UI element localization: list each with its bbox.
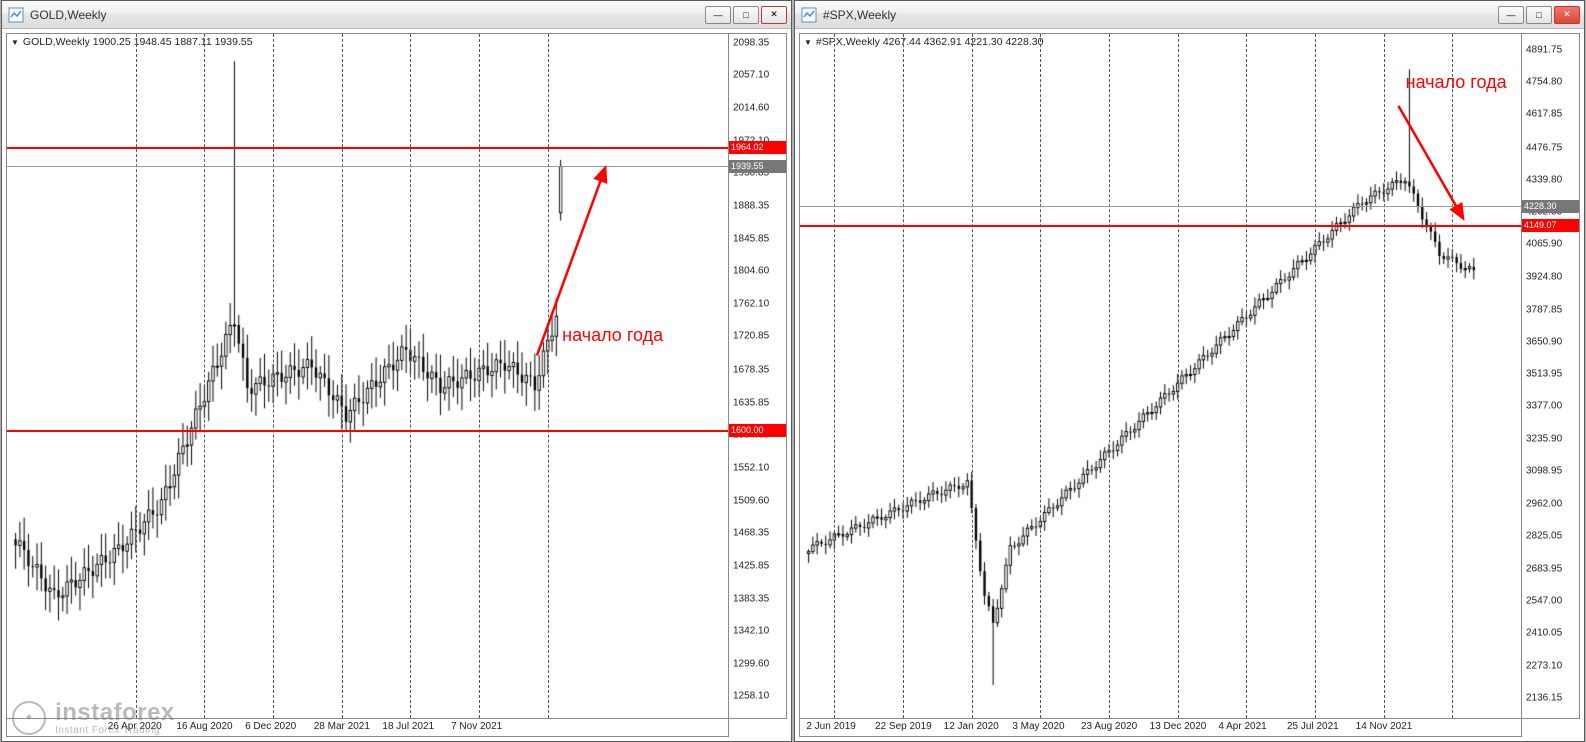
y-tick-label: 3513.95	[1526, 368, 1562, 379]
close-button[interactable]: ✕	[1554, 6, 1580, 24]
spx-window-buttons: — □ ✕	[1498, 6, 1580, 24]
price-label-box: 4149.07	[1522, 219, 1579, 232]
y-tick-label: 3098.95	[1526, 466, 1562, 477]
x-tick-label: 16 Aug 2020	[176, 721, 232, 732]
price-label-box: 1600.00	[729, 424, 786, 437]
y-tick-label: 2136.15	[1526, 692, 1562, 703]
gold-titlebar[interactable]: GOLD,Weekly — □ ✕	[2, 1, 791, 29]
y-tick-label: 2825.05	[1526, 530, 1562, 541]
x-tick-label: 25 Jul 2021	[1287, 721, 1339, 732]
y-tick-label: 2683.95	[1526, 563, 1562, 574]
y-tick-label: 3377.00	[1526, 401, 1562, 412]
close-button[interactable]: ✕	[761, 6, 787, 24]
y-tick-label: 4065.90	[1526, 239, 1562, 250]
spx-title-text: #SPX,Weekly	[823, 8, 1498, 22]
y-tick-label: 3787.85	[1526, 304, 1562, 315]
gold-title-text: GOLD,Weekly	[30, 8, 705, 22]
x-tick-label: 28 Mar 2021	[314, 721, 370, 732]
y-tick-label: 2547.00	[1526, 596, 1562, 607]
x-tick-label: 23 Aug 2020	[1081, 721, 1137, 732]
y-tick-label: 2057.10	[733, 70, 769, 81]
gold-chart-area: ▼ GOLD,Weekly 1900.25 1948.45 1887.11 19…	[2, 29, 791, 741]
y-tick-label: 4339.80	[1526, 174, 1562, 185]
minimize-button[interactable]: —	[1498, 6, 1524, 24]
x-tick-label: 18 Jul 2021	[382, 721, 434, 732]
x-tick-label: 3 May 2020	[1012, 721, 1064, 732]
x-tick-label: 7 Nov 2021	[451, 721, 502, 732]
maximize-button[interactable]: □	[1526, 6, 1552, 24]
x-tick-label: 22 Sep 2019	[875, 721, 932, 732]
spx-x-axis: 2 Jun 2019 22 Sep 2019 12 Jan 2020 3 May 20…	[799, 719, 1522, 737]
y-tick-label: 1720.85	[733, 331, 769, 342]
x-tick-label: 4 Apr 2021	[1218, 721, 1266, 732]
spx-plot[interactable]: ▼ #SPX,Weekly 4267.44 4362.91 4221.30 42…	[799, 33, 1522, 719]
y-tick-label: 1552.10	[733, 462, 769, 473]
x-tick-label: 26 Apr 2020	[108, 721, 162, 732]
price-label-box: 1939.55	[729, 160, 786, 173]
spx-chart-area: ▼ #SPX,Weekly 4267.44 4362.91 4221.30 42…	[795, 29, 1584, 741]
minimize-button[interactable]: —	[705, 6, 731, 24]
y-tick-label: 1804.60	[733, 266, 769, 277]
price-label-box: 1964.02	[729, 141, 786, 154]
price-label-box: 4228.30	[1522, 200, 1579, 213]
trend-arrow-icon	[7, 34, 728, 718]
y-tick-label: 1299.60	[733, 658, 769, 669]
y-tick-label: 1678.35	[733, 364, 769, 375]
y-tick-label: 1258.10	[733, 691, 769, 702]
y-tick-label: 3650.90	[1526, 336, 1562, 347]
y-tick-label: 1845.85	[733, 234, 769, 245]
y-tick-label: 4476.75	[1526, 142, 1562, 153]
trend-arrow-icon	[800, 34, 1521, 718]
spx-window: #SPX,Weekly — □ ✕ ▼ #SPX,Weekly 4267.44 …	[794, 0, 1585, 742]
y-tick-label: 4891.75	[1526, 45, 1562, 56]
gold-window: GOLD,Weekly — □ ✕ ▼ GOLD,Weekly 1900.25 …	[1, 0, 792, 742]
maximize-button[interactable]: □	[733, 6, 759, 24]
y-tick-label: 1425.85	[733, 560, 769, 571]
y-tick-label: 2273.10	[1526, 660, 1562, 671]
x-tick-label: 6 Dec 2020	[245, 721, 296, 732]
y-tick-label: 3924.80	[1526, 272, 1562, 283]
chart-file-icon	[801, 7, 817, 23]
y-tick-label: 4617.85	[1526, 109, 1562, 120]
y-tick-label: 1468.35	[733, 527, 769, 538]
gold-window-buttons: — □ ✕	[705, 6, 787, 24]
gold-x-axis: 26 Apr 2020 16 Aug 2020 6 Dec 2020 28 Mar 2…	[6, 719, 729, 737]
x-tick-label: 13 Dec 2020	[1150, 721, 1207, 732]
gold-y-axis: 1258.10 1299.60 1342.10 1383.35 1425.85 1468.…	[729, 33, 787, 719]
y-tick-label: 3235.90	[1526, 434, 1562, 445]
y-tick-label: 1888.35	[733, 201, 769, 212]
spx-titlebar[interactable]: #SPX,Weekly — □ ✕	[795, 1, 1584, 29]
y-tick-label: 2014.60	[733, 103, 769, 114]
spx-y-axis: 2136.15 2273.10 2410.05 2547.00 2683.95 2825.…	[1522, 33, 1580, 719]
y-tick-label: 2098.35	[733, 38, 769, 49]
y-tick-label: 2410.05	[1526, 628, 1562, 639]
y-tick-label: 1509.60	[733, 495, 769, 506]
y-tick-label: 1342.10	[733, 625, 769, 636]
gold-plot[interactable]: ▼ GOLD,Weekly 1900.25 1948.45 1887.11 19…	[6, 33, 729, 719]
chart-file-icon	[8, 7, 24, 23]
x-tick-label: 12 Jan 2020	[944, 721, 999, 732]
y-tick-label: 4754.80	[1526, 77, 1562, 88]
x-tick-label: 2 Jun 2019	[806, 721, 856, 732]
y-tick-label: 1762.10	[733, 299, 769, 310]
y-tick-label: 1383.35	[733, 593, 769, 604]
y-tick-label: 1635.85	[733, 397, 769, 408]
x-tick-label: 14 Nov 2021	[1356, 721, 1413, 732]
y-tick-label: 2962.00	[1526, 498, 1562, 509]
